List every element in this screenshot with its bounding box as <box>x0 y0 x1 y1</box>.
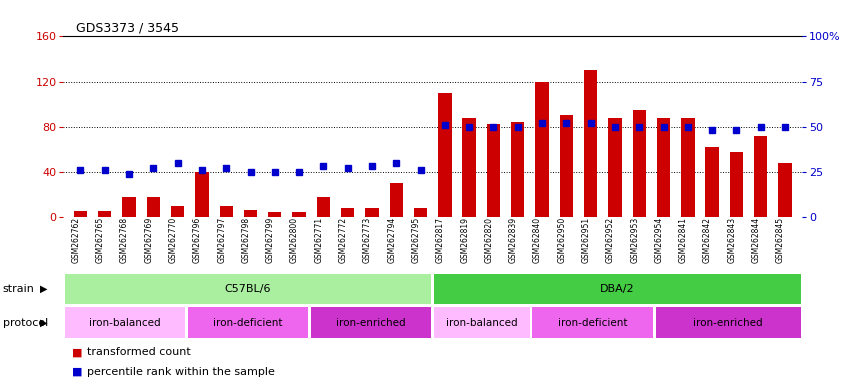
Text: iron-balanced: iron-balanced <box>446 318 518 328</box>
Text: GSM262953: GSM262953 <box>630 217 640 263</box>
Text: GSM262798: GSM262798 <box>241 217 250 263</box>
Bar <box>706 147 719 217</box>
Text: protocol: protocol <box>3 318 47 328</box>
Text: GSM262817: GSM262817 <box>436 217 445 263</box>
Text: GSM262819: GSM262819 <box>460 217 470 263</box>
Bar <box>64 274 431 304</box>
Bar <box>560 116 573 217</box>
Bar <box>414 208 427 217</box>
Bar <box>486 124 500 217</box>
Bar <box>195 172 209 217</box>
Text: GSM262840: GSM262840 <box>533 217 542 263</box>
Text: strain: strain <box>3 284 35 294</box>
Text: GSM262843: GSM262843 <box>728 217 736 263</box>
Bar <box>293 212 305 217</box>
Bar <box>754 136 767 217</box>
Text: GSM262842: GSM262842 <box>703 217 712 263</box>
Text: GSM262820: GSM262820 <box>485 217 493 263</box>
Bar <box>98 211 112 217</box>
Bar <box>268 212 282 217</box>
Bar <box>244 210 257 217</box>
Bar <box>171 206 184 217</box>
Text: GSM262841: GSM262841 <box>678 217 688 263</box>
Bar <box>365 208 379 217</box>
Bar <box>341 208 354 217</box>
Text: percentile rank within the sample: percentile rank within the sample <box>87 367 275 377</box>
Text: iron-balanced: iron-balanced <box>89 318 161 328</box>
Bar <box>511 122 525 217</box>
Bar <box>656 118 670 217</box>
Bar <box>778 163 792 217</box>
Bar <box>390 183 403 217</box>
Text: ■: ■ <box>72 367 82 377</box>
Text: iron-enriched: iron-enriched <box>694 318 763 328</box>
Bar <box>123 197 135 217</box>
Bar <box>316 197 330 217</box>
Text: GSM262794: GSM262794 <box>387 217 396 263</box>
Bar <box>536 82 549 217</box>
Text: GSM262796: GSM262796 <box>193 217 202 263</box>
Text: iron-deficient: iron-deficient <box>558 318 628 328</box>
Text: GSM262800: GSM262800 <box>290 217 299 263</box>
Text: GSM262951: GSM262951 <box>582 217 591 263</box>
Bar <box>310 307 431 338</box>
Text: GSM262950: GSM262950 <box>558 217 566 263</box>
Text: GSM262844: GSM262844 <box>752 217 761 263</box>
Bar <box>438 93 452 217</box>
Bar <box>188 307 309 338</box>
Bar <box>584 70 597 217</box>
Text: ▶: ▶ <box>41 318 47 328</box>
Text: transformed count: transformed count <box>87 347 191 357</box>
Bar <box>64 307 185 338</box>
Bar <box>608 118 622 217</box>
Text: GDS3373 / 3545: GDS3373 / 3545 <box>76 22 179 35</box>
Text: GSM262795: GSM262795 <box>412 217 420 263</box>
Text: GSM262773: GSM262773 <box>363 217 372 263</box>
Bar <box>656 307 801 338</box>
Bar <box>220 206 233 217</box>
Text: ■: ■ <box>72 347 82 357</box>
Text: iron-deficient: iron-deficient <box>213 318 283 328</box>
Text: GSM262768: GSM262768 <box>120 217 129 263</box>
Text: DBA/2: DBA/2 <box>600 284 634 294</box>
Text: iron-enriched: iron-enriched <box>337 318 406 328</box>
Bar <box>633 110 645 217</box>
Text: GSM262845: GSM262845 <box>776 217 785 263</box>
Bar <box>434 307 530 338</box>
Text: GSM262772: GSM262772 <box>338 217 348 263</box>
Text: GSM262839: GSM262839 <box>508 217 518 263</box>
Bar <box>532 307 653 338</box>
Bar <box>74 211 87 217</box>
Text: GSM262770: GSM262770 <box>168 217 178 263</box>
Text: GSM262771: GSM262771 <box>315 217 323 263</box>
Text: GSM262797: GSM262797 <box>217 217 226 263</box>
Text: GSM262799: GSM262799 <box>266 217 275 263</box>
Bar <box>681 118 695 217</box>
Text: GSM262765: GSM262765 <box>96 217 105 263</box>
Bar <box>434 274 801 304</box>
Text: GSM262952: GSM262952 <box>606 217 615 263</box>
Bar <box>730 152 743 217</box>
Bar <box>146 197 160 217</box>
Text: C57BL/6: C57BL/6 <box>225 284 272 294</box>
Text: ▶: ▶ <box>41 284 47 294</box>
Text: GSM262762: GSM262762 <box>71 217 80 263</box>
Text: GSM262769: GSM262769 <box>145 217 153 263</box>
Bar <box>463 118 475 217</box>
Text: GSM262954: GSM262954 <box>655 217 663 263</box>
